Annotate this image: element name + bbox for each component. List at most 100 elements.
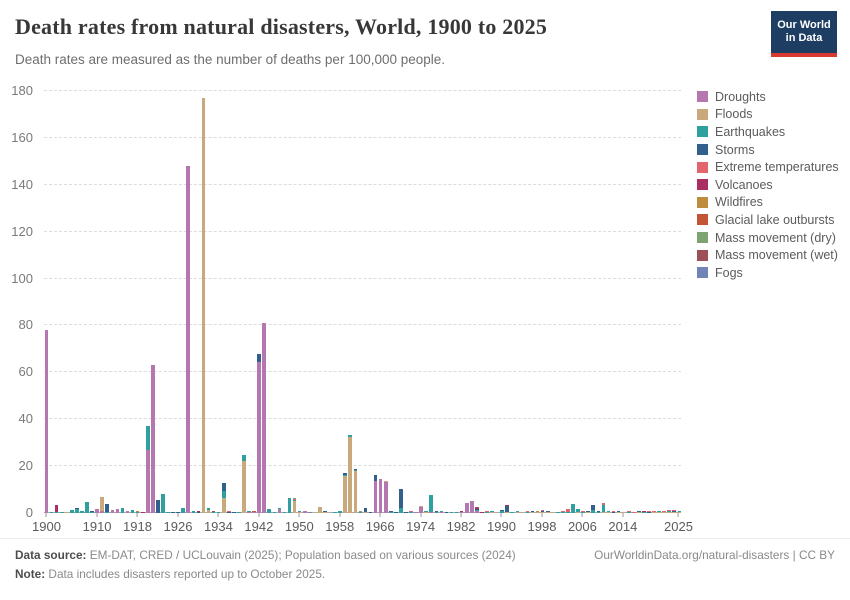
- bar-segment[interactable]: [44, 330, 49, 513]
- bar-column-1998[interactable]: [540, 91, 545, 513]
- bar-segment[interactable]: [247, 510, 251, 512]
- bar-segment[interactable]: [439, 512, 444, 513]
- bar-segment[interactable]: [247, 511, 251, 513]
- bar-column-1993[interactable]: [515, 91, 520, 513]
- bar-column-1900[interactable]: [44, 91, 49, 513]
- bar-segment[interactable]: [591, 509, 596, 513]
- bar-segment[interactable]: [297, 511, 302, 513]
- bar-segment[interactable]: [302, 511, 307, 513]
- bar-segment[interactable]: [186, 166, 191, 513]
- bar-segment[interactable]: [606, 512, 611, 513]
- bar-column-2001[interactable]: [555, 91, 560, 513]
- bar-segment[interactable]: [363, 507, 368, 513]
- bar-segment[interactable]: [571, 503, 575, 505]
- bar-column-1928[interactable]: [186, 91, 191, 513]
- bar-segment[interactable]: [510, 512, 515, 513]
- bar-segment[interactable]: [399, 508, 403, 513]
- bar-segment[interactable]: [125, 511, 130, 513]
- bar-segment[interactable]: [586, 511, 591, 513]
- legend-item-wildfires[interactable]: Wildfires: [697, 194, 847, 212]
- bar-segment[interactable]: [221, 490, 226, 499]
- bar-column-1946[interactable]: [277, 91, 282, 513]
- bar-column-2018[interactable]: [641, 91, 646, 513]
- bar-segment[interactable]: [616, 510, 621, 512]
- bar-segment[interactable]: [338, 511, 342, 513]
- bar-segment[interactable]: [292, 501, 297, 513]
- bar-segment[interactable]: [166, 512, 170, 513]
- bar-segment[interactable]: [505, 512, 510, 513]
- bar-segment[interactable]: [171, 512, 175, 513]
- bar-column-1938[interactable]: [236, 91, 241, 513]
- bar-segment[interactable]: [652, 511, 656, 513]
- bar-column-1949[interactable]: [292, 91, 297, 513]
- bar-segment[interactable]: [677, 511, 682, 513]
- bar-segment[interactable]: [145, 449, 150, 513]
- bar-segment[interactable]: [662, 510, 666, 513]
- bar-column-1910[interactable]: [95, 91, 100, 513]
- bar-segment[interactable]: [419, 506, 423, 508]
- bar-column-1909[interactable]: [90, 91, 95, 513]
- bar-column-1937[interactable]: [231, 91, 236, 513]
- bar-column-2010[interactable]: [601, 91, 606, 513]
- bar-segment[interactable]: [576, 508, 580, 510]
- bar-segment[interactable]: [242, 460, 246, 513]
- bar-column-1935[interactable]: [221, 91, 226, 513]
- bar-column-2013[interactable]: [616, 91, 621, 513]
- bar-column-1978[interactable]: [439, 91, 444, 513]
- bar-column-1908[interactable]: [85, 91, 90, 513]
- bar-segment[interactable]: [505, 505, 510, 507]
- bar-segment[interactable]: [647, 511, 651, 513]
- legend-item-earthquakes[interactable]: Earthquakes: [697, 123, 847, 141]
- legend-item-storms[interactable]: Storms: [697, 141, 847, 159]
- bar-column-1971[interactable]: [403, 91, 408, 513]
- bar-segment[interactable]: [601, 504, 606, 513]
- bar-segment[interactable]: [490, 512, 494, 513]
- bar-segment[interactable]: [196, 511, 201, 513]
- bar-column-2020[interactable]: [652, 91, 657, 513]
- bar-segment[interactable]: [90, 512, 94, 513]
- bar-segment[interactable]: [307, 512, 312, 513]
- bar-segment[interactable]: [80, 510, 84, 513]
- bar-segment[interactable]: [383, 480, 388, 482]
- bar-segment[interactable]: [59, 512, 64, 513]
- bar-column-1961[interactable]: [353, 91, 358, 513]
- bar-column-1945[interactable]: [272, 91, 277, 513]
- bar-column-1940[interactable]: [247, 91, 252, 513]
- bar-column-1964[interactable]: [368, 91, 373, 513]
- bar-segment[interactable]: [75, 507, 79, 510]
- bar-segment[interactable]: [75, 509, 79, 513]
- bar-column-2012[interactable]: [611, 91, 616, 513]
- bar-segment[interactable]: [601, 502, 606, 505]
- bar-segment[interactable]: [591, 505, 596, 510]
- bar-column-1904[interactable]: [64, 91, 69, 513]
- bar-segment[interactable]: [135, 511, 140, 513]
- bar-column-1906[interactable]: [74, 91, 79, 513]
- bar-column-1974[interactable]: [419, 91, 424, 513]
- bar-column-1924[interactable]: [166, 91, 171, 513]
- bar-column-1931[interactable]: [201, 91, 206, 513]
- bar-segment[interactable]: [642, 512, 646, 513]
- bar-column-1960[interactable]: [348, 91, 353, 513]
- bar-segment[interactable]: [95, 509, 99, 513]
- bar-segment[interactable]: [657, 511, 661, 513]
- legend-item-extreme-temperatures[interactable]: Extreme temperatures: [697, 158, 847, 176]
- bar-column-1939[interactable]: [241, 91, 246, 513]
- bar-segment[interactable]: [135, 512, 140, 513]
- bar-segment[interactable]: [100, 510, 105, 513]
- bar-segment[interactable]: [601, 512, 606, 513]
- bar-segment[interactable]: [475, 509, 479, 511]
- bar-segment[interactable]: [545, 511, 550, 513]
- bar-segment[interactable]: [500, 510, 504, 511]
- bar-segment[interactable]: [292, 500, 297, 502]
- bar-segment[interactable]: [667, 509, 672, 511]
- bar-segment[interactable]: [561, 512, 565, 513]
- bar-segment[interactable]: [576, 509, 580, 513]
- bar-column-1977[interactable]: [434, 91, 439, 513]
- bar-column-1953[interactable]: [312, 91, 317, 513]
- bar-segment[interactable]: [459, 511, 464, 513]
- bar-segment[interactable]: [394, 512, 398, 513]
- bar-segment[interactable]: [500, 510, 504, 513]
- bar-column-1997[interactable]: [535, 91, 540, 513]
- bar-segment[interactable]: [292, 499, 297, 501]
- bar-segment[interactable]: [196, 512, 201, 513]
